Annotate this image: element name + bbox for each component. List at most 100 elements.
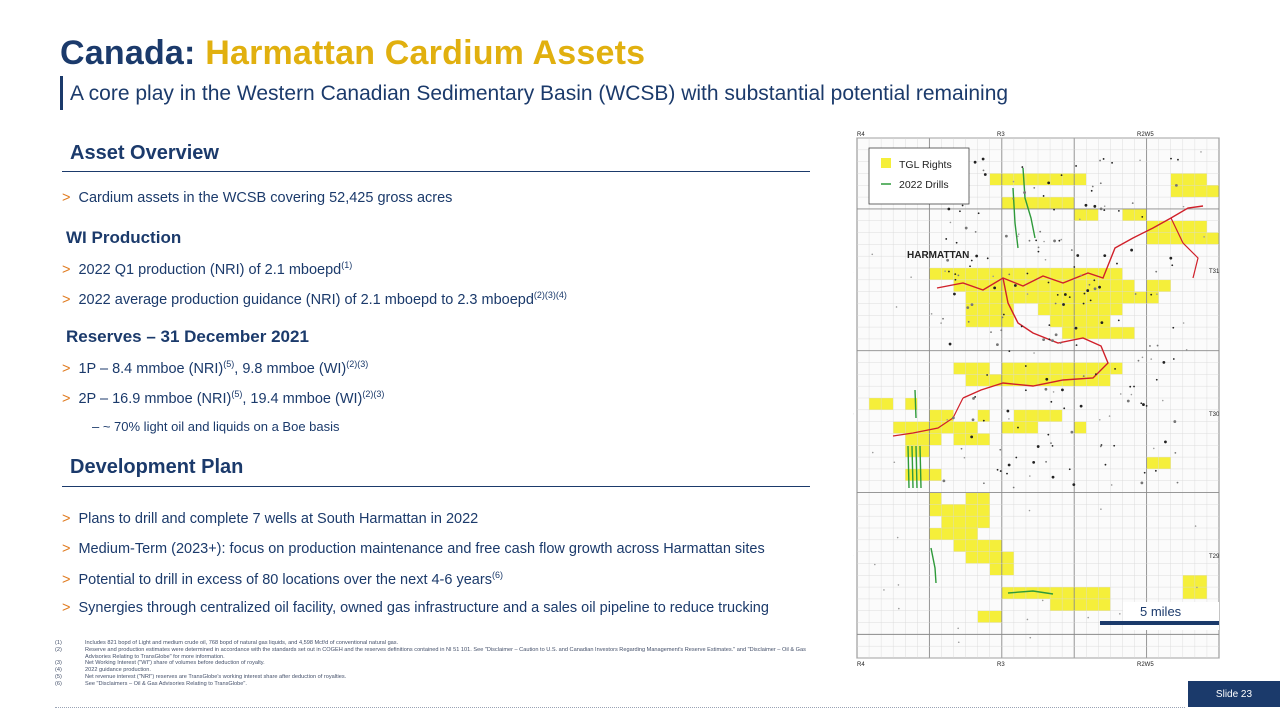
well-dot: [1174, 451, 1177, 454]
footnote: (2) Reserve and production estimates were…: [55, 646, 806, 660]
well-dot: [1088, 283, 1091, 286]
rights-cell: [1001, 421, 1014, 434]
well-dot: [1104, 463, 1107, 466]
well-dot: [1126, 399, 1130, 403]
harmattan-map: TGL Rights 2022 Drills HARMATTAN R4 R3 R…: [853, 128, 1225, 668]
rights-cell: [989, 279, 1002, 292]
rights-cell: [1158, 457, 1171, 469]
rights-cell: [953, 421, 966, 434]
rights-cell: [1170, 185, 1183, 198]
rights-cell: [1038, 409, 1051, 422]
well-dot: [1140, 402, 1143, 405]
footnote: (1) Includes 821 bopd of Light and medium…: [55, 640, 399, 646]
well-dot: [1100, 508, 1102, 510]
township-label-right: T30: [1209, 412, 1220, 418]
rights-cell: [1194, 587, 1207, 599]
rights-cell: [1146, 457, 1159, 469]
rights-cell: [1013, 362, 1026, 375]
rights-cell: [1025, 421, 1038, 434]
page-subtitle: A core play in the Western Canadian Sedi…: [70, 82, 1009, 105]
rights-cell: [953, 433, 966, 446]
well-dot: [1080, 274, 1082, 277]
well-dot: [1033, 186, 1036, 189]
footer-divider: [55, 707, 1185, 708]
well-dot: [1108, 415, 1111, 417]
rights-cell: [1001, 315, 1014, 328]
rights-cell: [1110, 362, 1123, 375]
well-dot: [986, 257, 989, 260]
rights-cell: [1206, 232, 1219, 245]
range-label-top: R2W5: [1137, 132, 1154, 138]
rights-cell: [1038, 362, 1051, 375]
rights-cell: [977, 504, 990, 517]
well-locations: [871, 151, 1205, 644]
well-dot: [957, 641, 960, 644]
rights-cell: [941, 516, 954, 528]
rights-cell: [977, 279, 990, 292]
well-dot: [874, 563, 876, 566]
rights-cell: [1038, 374, 1051, 387]
well-dot: [1044, 258, 1047, 261]
bullet-marker: >: [62, 600, 71, 616]
well-dot: [1051, 339, 1054, 343]
well-dot: [1072, 483, 1076, 487]
rights-cell: [1025, 279, 1038, 292]
well-dot: [1161, 399, 1164, 402]
page-title: Canada: Harmattan Cardium Assets: [60, 34, 645, 73]
rights-cell: [1013, 421, 1026, 434]
drill-line: [930, 547, 937, 584]
rights-cell: [941, 268, 954, 280]
rights-cell: [1025, 587, 1038, 599]
well-dot: [1053, 239, 1056, 243]
well-dot: [948, 342, 952, 346]
well-dot: [1052, 391, 1055, 393]
well-dot: [1171, 264, 1174, 267]
bullet-locations: > Potential to drill in excess of 80 loca…: [62, 570, 503, 588]
range-label-top: R4: [857, 132, 865, 138]
rights-cell: [905, 468, 918, 481]
lease-cells: [869, 173, 1219, 623]
well-dot: [1068, 468, 1071, 471]
rights-cell: [1122, 279, 1135, 292]
rights-cell: [1074, 268, 1087, 280]
well-dot: [1173, 420, 1177, 423]
well-dot: [1162, 360, 1166, 364]
rights-cell: [1050, 315, 1063, 328]
well-dot: [982, 169, 985, 172]
well-dot: [1013, 284, 1017, 287]
well-dot: [1070, 430, 1074, 434]
well-dot: [1087, 616, 1090, 619]
well-dot: [1100, 321, 1104, 325]
rights-cell: [1194, 173, 1207, 186]
rights-cell: [1062, 362, 1075, 375]
development-plan-heading: Development Plan: [70, 456, 244, 478]
rights-cell: [965, 421, 978, 434]
bullet-drill-plan: > Plans to drill and complete 7 wells at …: [62, 511, 479, 527]
rights-cell: [1038, 173, 1051, 186]
rights-cell: [869, 398, 882, 410]
rights-cell: [1098, 374, 1111, 387]
rights-cell: [1038, 303, 1051, 316]
rights-cell: [1098, 362, 1111, 375]
well-dot: [1140, 481, 1144, 485]
well-dot: [957, 274, 960, 277]
bullet-medium-term: > Medium-Term (2023+): focus on productio…: [62, 541, 765, 557]
well-dot: [986, 374, 989, 376]
reserves-heading: Reserves – 31 December 2021: [66, 327, 309, 346]
well-dot: [1035, 239, 1038, 242]
rights-cell: [1001, 587, 1014, 599]
rights-cell: [1050, 587, 1063, 599]
rights-cell: [989, 173, 1002, 186]
rights-cell: [977, 409, 990, 422]
well-dot: [955, 241, 958, 244]
east-pipeline: [1170, 217, 1199, 279]
rights-cell: [953, 528, 966, 540]
rights-cell: [1013, 291, 1026, 304]
rights-cell: [1013, 268, 1026, 280]
well-dot: [1117, 209, 1120, 212]
rights-cell: [1122, 208, 1135, 221]
bullet-marker: >: [62, 190, 71, 206]
rights-cell: [1062, 291, 1075, 304]
well-dot: [942, 479, 946, 483]
rights-cell: [1146, 291, 1159, 304]
